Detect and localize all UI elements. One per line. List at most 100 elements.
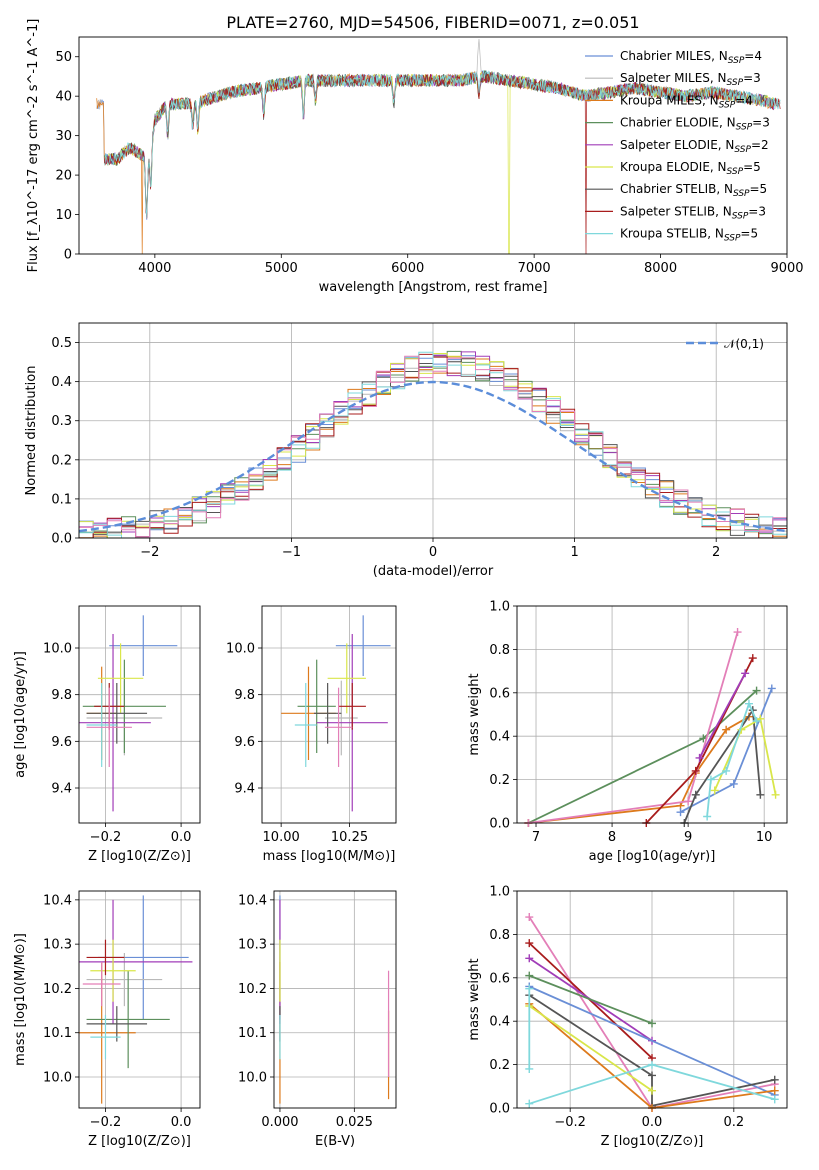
x-tick-label: 9 — [684, 830, 692, 845]
y-tick-label: 0.4 — [489, 1015, 510, 1030]
figure-title: PLATE=2760, MJD=54506, FIBERID=0071, z=0… — [226, 13, 639, 32]
x-tick-label: 0 — [429, 545, 437, 560]
weight-marker — [710, 786, 719, 795]
y-axis-label: Normed distribution — [24, 366, 39, 496]
y-tick-label: 0.4 — [51, 375, 72, 390]
weight-marker — [648, 1019, 656, 1028]
weight-marker — [752, 717, 761, 726]
y-tick-label: 1.0 — [489, 600, 510, 615]
age-vs-Z-panel: −0.2 0.0 9.4 9.6 9.8 10.0 Z [log10(Z/Z⊙)] age [… — [13, 605, 201, 864]
x-axis-label: wavelength [Angstrom, rest frame] — [319, 280, 548, 295]
legend-label: Kroupa STELIB, NSSP=5 — [620, 227, 758, 244]
normal-curve — [79, 380, 787, 533]
y-tick-label: 0 — [64, 248, 72, 263]
x-axis-label: (data-model)/error — [373, 564, 494, 579]
y-tick-label: 0.0 — [51, 532, 72, 547]
x-tick-label: 4000 — [138, 261, 171, 276]
weight-marker — [525, 1099, 534, 1108]
y-tick-label: 9.4 — [234, 782, 255, 797]
x-tick-label: −2 — [140, 545, 159, 560]
histogram-step-pink — [79, 355, 787, 538]
y-tick-label: 0.2 — [51, 453, 72, 468]
spectrum-line-kroupa-stelib — [103, 70, 781, 218]
y-axis-label: mass weight — [467, 958, 482, 1040]
weight-line — [683, 707, 762, 823]
mass-vs-EBV-panel: 0.000 0.025 10.0 10.1 10.2 10.3 10.4 E(B-V) — [238, 890, 397, 1149]
age-vs-mass-panel: 10.00 10.25 9.4 9.6 9.8 10.0 mass [log10(M/M⊙)… — [226, 605, 397, 864]
y-tick-label: 0.1 — [51, 492, 72, 507]
x-axis-label: Z [log10(Z/Z⊙)] — [88, 1134, 191, 1149]
y-tick-label: 10.0 — [238, 1071, 267, 1086]
y-tick-label: 0.0 — [489, 817, 510, 832]
weight-marker — [525, 971, 534, 980]
legend-label: Salpeter MILES, NSSP=3 — [620, 71, 761, 88]
y-tick-label: 10.2 — [238, 982, 267, 997]
y-tick-label: 0.4 — [489, 730, 510, 745]
plot-frame — [78, 605, 201, 824]
x-tick-label: −0.2 — [90, 830, 122, 845]
weight-marker — [525, 984, 534, 993]
x-tick-label: 9000 — [770, 261, 803, 276]
y-axis-label: mass weight — [467, 673, 482, 755]
y-tick-label: 10.3 — [43, 938, 72, 953]
y-tick-label: 10.4 — [238, 893, 267, 908]
weight-marker — [770, 1095, 779, 1104]
weight-line — [528, 631, 739, 823]
weight-line — [528, 1003, 775, 1108]
weight-line — [528, 974, 653, 1025]
weight-marker — [648, 1071, 656, 1080]
x-tick-label: 0.0 — [171, 830, 192, 845]
weight-marker — [676, 808, 685, 817]
weight-marker — [733, 628, 742, 637]
weight-marker — [771, 790, 780, 799]
y-tick-label: 0.2 — [489, 773, 510, 788]
weight-marker — [729, 779, 738, 788]
y-tick-label: 0.8 — [489, 928, 510, 943]
y-tick-label: 9.8 — [234, 688, 255, 703]
y-tick-label: 9.6 — [234, 735, 255, 750]
y-tick-label: 50 — [55, 50, 72, 65]
legend-label: Chabrier MILES, NSSP=4 — [620, 49, 762, 66]
weight-line — [528, 942, 653, 1059]
weight-vs-age-panel: 7 8 9 10 0.0 0.2 0.4 0.6 0.8 1.0 age [log10(age/yr… — [467, 600, 788, 864]
x-tick-label: 10.00 — [263, 830, 300, 845]
weight-marker — [770, 1075, 779, 1084]
mass-vs-Z-panel: −0.2 0.0 10.0 10.1 10.2 10.3 10.4 Z [log10(Z/Z⊙… — [13, 890, 201, 1149]
y-tick-label: 40 — [55, 90, 72, 105]
y-tick-label: 10.0 — [43, 642, 72, 657]
y-tick-label: 30 — [55, 129, 72, 144]
weight-marker — [722, 725, 731, 734]
x-axis-label: age [log10(age/yr)] — [589, 849, 716, 864]
weight-marker — [703, 812, 712, 821]
x-tick-label: 0.0 — [171, 1115, 192, 1130]
histogram-step-kroupa-elodie — [79, 353, 787, 538]
weight-marker — [695, 753, 704, 762]
weight-marker — [748, 654, 757, 663]
weight-marker — [767, 684, 776, 693]
x-tick-label: 0.000 — [261, 1115, 298, 1130]
x-tick-label: −0.2 — [90, 1115, 122, 1130]
weight-marker — [648, 1086, 656, 1095]
y-tick-label: 0.6 — [489, 971, 510, 986]
y-axis-label: mass [log10(M/M⊙)] — [13, 933, 28, 1066]
weight-marker — [722, 766, 731, 775]
x-tick-label: 8 — [608, 830, 616, 845]
x-axis-label: E(B-V) — [315, 1134, 355, 1149]
y-tick-label: 20 — [55, 169, 72, 184]
legend-label: Kroupa ELODIE, NSSP=5 — [620, 160, 761, 177]
plot-frame — [78, 890, 201, 1109]
x-axis-label: Z [log10(Z/Z⊙)] — [601, 1134, 704, 1149]
y-tick-label: 9.6 — [51, 735, 72, 750]
weight-marker — [525, 954, 534, 963]
y-tick-label: 0.2 — [489, 1058, 510, 1073]
weight-line — [698, 672, 746, 759]
weight-marker — [691, 766, 700, 775]
x-tick-label: −1 — [282, 545, 301, 560]
x-tick-label: 0.2 — [723, 1115, 744, 1130]
y-tick-label: 10.3 — [238, 938, 267, 953]
x-tick-label: 6000 — [391, 261, 424, 276]
x-tick-label: 10 — [756, 830, 773, 845]
weight-marker — [684, 797, 693, 806]
y-tick-label: 10 — [55, 208, 72, 223]
